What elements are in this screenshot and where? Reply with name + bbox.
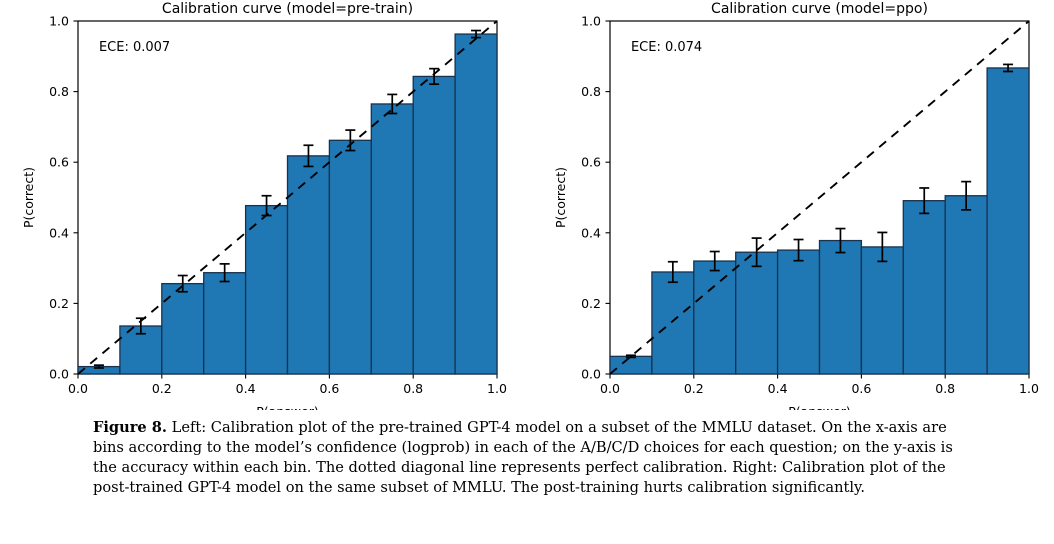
figure-caption-label: Figure 8. bbox=[93, 419, 168, 436]
calibration-chart-pre-train: Calibration curve (model=pre-train) 0.0 0.… bbox=[0, 0, 527, 410]
x-tick-label: 0.0 bbox=[600, 381, 620, 396]
x-tick-label: 1.0 bbox=[487, 381, 507, 396]
y-tick-label: 0.4 bbox=[49, 225, 69, 240]
plot-canvas-right: Calibration curve (model=ppo) 0.0 0.2 0.4 0.… bbox=[553, 1, 1039, 410]
bar bbox=[902, 200, 946, 375]
x-tick-label: 0.8 bbox=[935, 381, 955, 396]
x-tick-label: 0.8 bbox=[403, 381, 423, 396]
plot-content-right: Calibration curve (model=ppo) 0.0 0.2 0.4 0.… bbox=[553, 1, 1039, 410]
y-tick-label: 0.8 bbox=[49, 84, 69, 99]
y-tick-label: 0.8 bbox=[581, 84, 601, 99]
y-tick-label: 1.0 bbox=[49, 14, 69, 29]
bar bbox=[286, 155, 331, 375]
plot-title: Calibration curve (model=ppo) bbox=[711, 1, 928, 17]
y-tick-label: 1.0 bbox=[581, 14, 601, 29]
bar bbox=[986, 67, 1030, 375]
perfect-calibration-line bbox=[609, 20, 1030, 375]
x-tick-label: 0.4 bbox=[768, 381, 788, 396]
plot-canvas-left: Calibration curve (model=pre-train)0.0 0.… bbox=[21, 1, 507, 410]
bar bbox=[454, 33, 498, 375]
calibration-chart-ppo: Calibration curve (model=ppo) 0.0 0.2 0.4 0.… bbox=[527, 0, 1054, 410]
bar bbox=[203, 272, 247, 375]
y-tick-label: 0.6 bbox=[581, 155, 601, 170]
x-tick-label: 0.2 bbox=[152, 381, 172, 396]
plot-content-left: Calibration curve (model=pre-train)0.0 0.… bbox=[21, 1, 507, 410]
x-tick-label: 0.0 bbox=[68, 381, 88, 396]
bar bbox=[651, 271, 695, 375]
x-tick-label: 0.6 bbox=[319, 381, 339, 396]
bar bbox=[818, 239, 863, 375]
bar bbox=[735, 251, 779, 375]
figure-caption: Figure 8. Left: Calibration plot of the … bbox=[93, 418, 961, 498]
bar bbox=[328, 139, 372, 375]
figure-caption-text: Left: Calibration plot of the pre-traine… bbox=[93, 419, 953, 496]
y-tick-label: 0.2 bbox=[49, 296, 69, 311]
x-axis-title: P(answer) bbox=[256, 404, 318, 410]
ece-annotation: ECE: 0.074 bbox=[631, 40, 702, 55]
perfect-calibration-line bbox=[77, 20, 498, 375]
x-tick-label: 0.4 bbox=[236, 381, 256, 396]
x-axis-title: P(answer) bbox=[788, 404, 850, 410]
y-axis-title: P(correct) bbox=[21, 167, 36, 228]
bar bbox=[370, 103, 414, 375]
x-tick-label: 0.6 bbox=[851, 381, 871, 396]
ece-annotation: ECE: 0.007 bbox=[99, 40, 170, 55]
y-tick-label: 0.0 bbox=[49, 367, 69, 382]
bar bbox=[693, 260, 737, 375]
x-tick-label: 1.0 bbox=[1019, 381, 1039, 396]
y-axis-title: P(correct) bbox=[553, 167, 568, 228]
bar bbox=[609, 355, 653, 375]
x-tick-label: 0.2 bbox=[684, 381, 704, 396]
y-tick-label: 0.0 bbox=[581, 367, 601, 382]
plot-title: Calibration curve (model=pre-train) bbox=[162, 1, 413, 17]
bar bbox=[776, 249, 821, 375]
bar bbox=[412, 75, 456, 375]
bar bbox=[244, 204, 289, 375]
y-tick-label: 0.2 bbox=[581, 296, 601, 311]
bar bbox=[944, 195, 988, 375]
y-tick-label: 0.6 bbox=[49, 155, 69, 170]
y-tick-label: 0.4 bbox=[581, 225, 601, 240]
bar bbox=[860, 246, 904, 375]
